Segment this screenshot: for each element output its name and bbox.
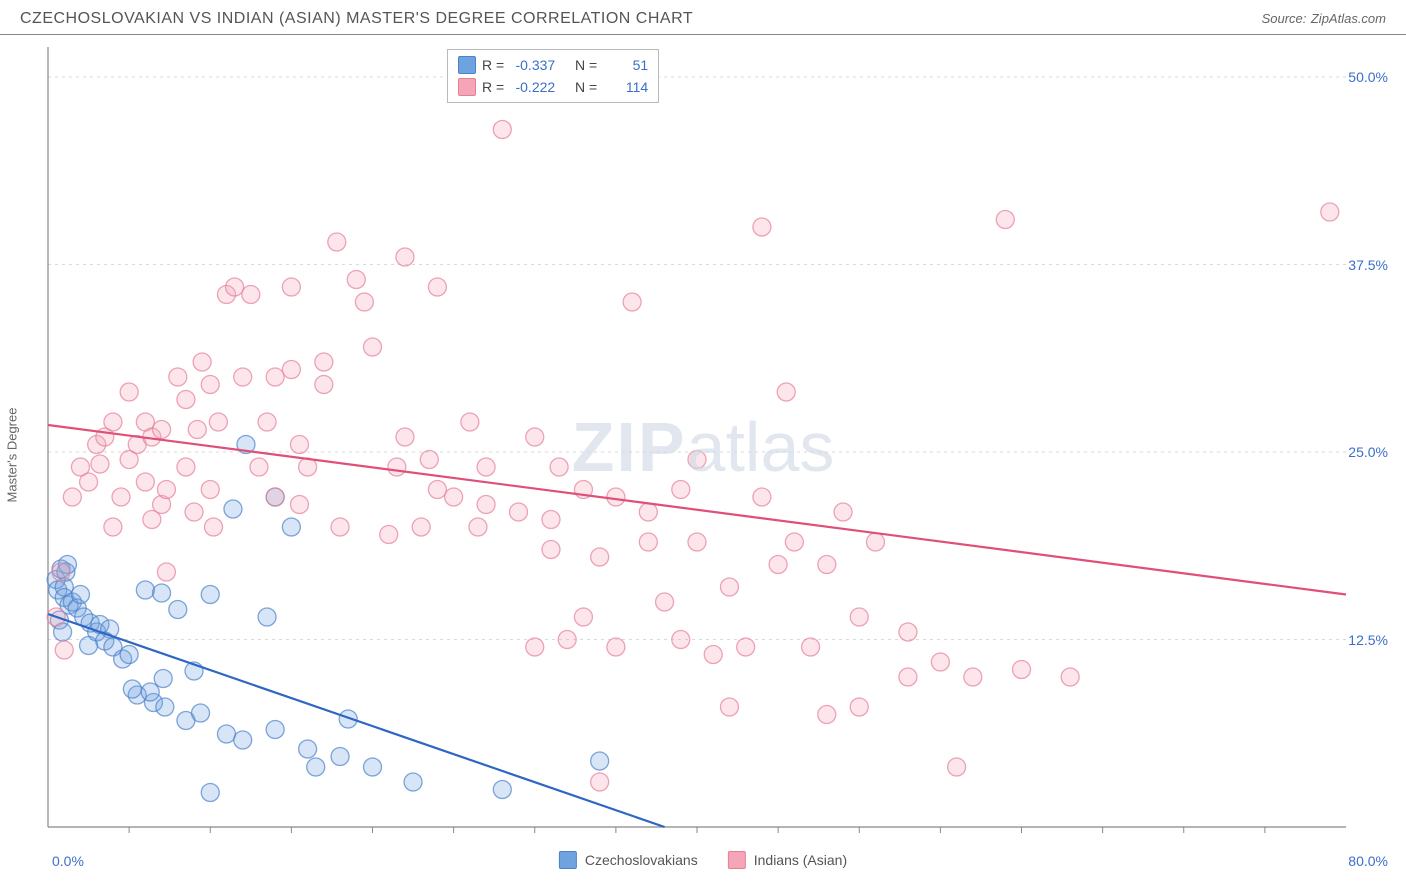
stats-swatch [458, 56, 476, 74]
chart-title: CZECHOSLOVAKIAN VS INDIAN (ASIAN) MASTER… [20, 10, 693, 28]
stats-r-label: R = [482, 79, 504, 95]
stats-n-value: 114 [603, 79, 648, 95]
source-label: Source: [1262, 11, 1307, 26]
legend-bottom: Czechoslovakians Indians (Asian) [559, 851, 847, 869]
legend-swatch-2 [728, 851, 746, 869]
stats-box: R = -0.337 N = 51 R = -0.222 N = 114 [447, 49, 659, 103]
y-tick-label: 25.0% [1348, 444, 1388, 460]
legend-item-1: Czechoslovakians [559, 851, 698, 869]
stats-swatch [458, 78, 476, 96]
y-tick-label: 37.5% [1348, 257, 1388, 273]
chart-header: CZECHOSLOVAKIAN VS INDIAN (ASIAN) MASTER… [0, 0, 1406, 35]
stats-r-label: R = [482, 57, 504, 73]
legend-label-1: Czechoslovakians [585, 852, 698, 868]
chart-area: Master's Degree ZIPatlas 12.5%25.0%37.5%… [0, 35, 1406, 875]
legend-swatch-1 [559, 851, 577, 869]
x-tick-end: 80.0% [1348, 853, 1388, 869]
scatter-plot-svg [0, 35, 1406, 875]
source: Source: ZipAtlas.com [1262, 10, 1386, 28]
x-tick-start: 0.0% [52, 853, 84, 869]
legend-label-2: Indians (Asian) [754, 852, 847, 868]
stats-n-label: N = [575, 57, 597, 73]
y-axis-label: Master's Degree [5, 408, 20, 503]
legend-item-2: Indians (Asian) [728, 851, 847, 869]
stats-row: R = -0.337 N = 51 [458, 54, 648, 76]
y-tick-label: 12.5% [1348, 632, 1388, 648]
stats-r-value: -0.222 [510, 79, 555, 95]
stats-row: R = -0.222 N = 114 [458, 76, 648, 98]
stats-n-value: 51 [603, 57, 648, 73]
stats-r-value: -0.337 [510, 57, 555, 73]
source-value: ZipAtlas.com [1311, 11, 1386, 26]
y-tick-label: 50.0% [1348, 69, 1388, 85]
stats-n-label: N = [575, 79, 597, 95]
